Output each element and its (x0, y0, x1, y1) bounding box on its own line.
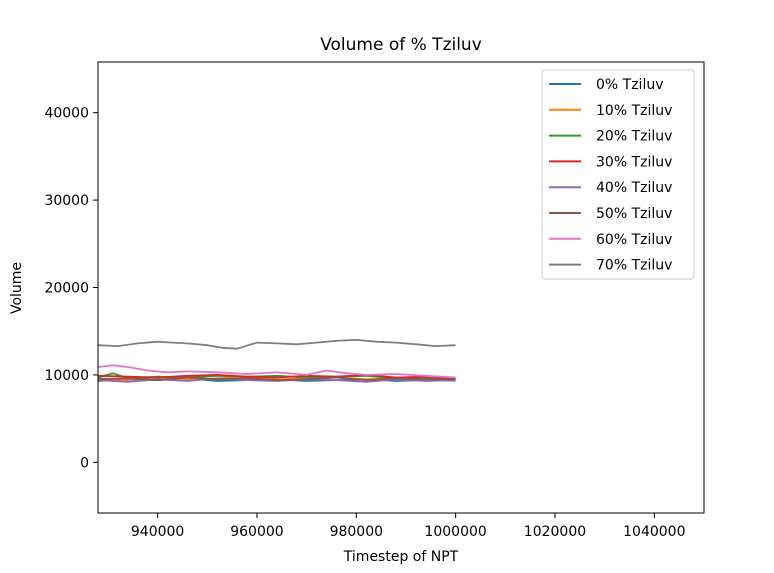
series-line-5 (97, 376, 456, 382)
series-line-6 (97, 364, 456, 379)
legend-label-0: 0% Tziluv (596, 77, 664, 93)
y-tick-label-3: 30000 (44, 193, 89, 209)
y-tick-label-2: 20000 (44, 281, 89, 297)
legend-label-3: 30% Tziluv (596, 154, 672, 170)
legend-label-2: 20% Tziluv (596, 129, 672, 145)
x-tick-label-4: 1020000 (524, 524, 586, 540)
series-layer (97, 338, 456, 383)
y-tick-label-0: 0 (80, 455, 89, 471)
x-tick-label-5: 1040000 (623, 524, 685, 540)
legend-label-7: 70% Tziluv (596, 258, 672, 274)
x-axis: 940000 960000 980000 1000000 1020000 1040000 (131, 513, 686, 540)
legend-label-1: 10% Tziluv (596, 103, 672, 119)
y-tick-label-4: 40000 (44, 106, 89, 122)
legend-label-4: 40% Tziluv (596, 180, 672, 196)
legend-label-5: 50% Tziluv (596, 206, 672, 222)
legend-items: 0% Tziluv 10% Tziluv 20% Tziluv 30% Tziluv 4… (549, 77, 672, 274)
x-axis-title: Timestep of NPT (343, 549, 459, 565)
y-tick-label-1: 10000 (44, 368, 89, 384)
x-tick-label-0: 940000 (131, 524, 184, 540)
chart-title: Volume of % Tziluv (320, 35, 482, 55)
x-tick-label-1: 960000 (230, 524, 283, 540)
x-tick-label-2: 980000 (330, 524, 383, 540)
series-line-7 (97, 338, 456, 350)
series-line-3 (97, 373, 456, 380)
y-axis-title: Volume (9, 262, 25, 314)
y-axis: 0 10000 20000 30000 40000 (44, 106, 98, 471)
legend-label-6: 60% Tziluv (596, 232, 672, 248)
legend-box (541, 69, 695, 280)
legend: 0% Tziluv 10% Tziluv 20% Tziluv 30% Tziluv 4… (541, 69, 695, 280)
x-tick-label-3: 1000000 (424, 524, 486, 540)
